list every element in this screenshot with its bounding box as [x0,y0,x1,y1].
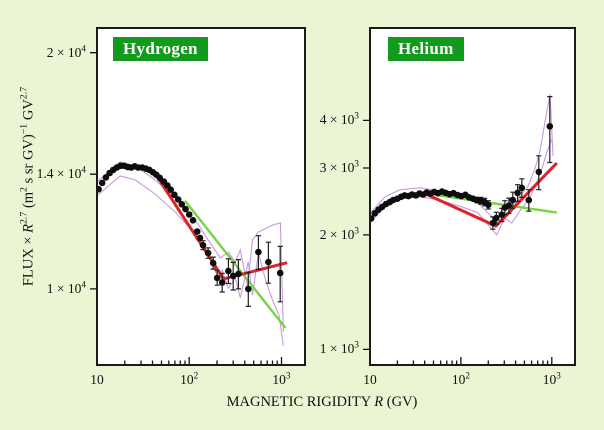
y-axis-label-units-1: (m [20,191,37,212]
data-point [167,186,174,193]
x-axis-label-prefix: MAGNETIC RIGIDITY [226,394,375,410]
data-point [171,191,178,199]
data-point [370,215,375,222]
data-point [493,214,500,222]
data-point [102,174,110,181]
y-tick-label: 1 × 104 [46,279,86,296]
extrapolation-line [184,200,287,329]
data-point [255,248,262,256]
data-point [245,285,252,293]
data-point [546,123,554,130]
data-point [514,189,521,197]
y-axis-label-inverse-exponent: −1 [18,123,30,135]
x-tick-label: 102 [451,370,470,387]
x-tick-label: 103 [542,370,561,387]
fit-line [155,175,288,281]
data-point [235,270,242,278]
y-axis-label-m-exponent: 2 [18,187,30,192]
y-tick-label: 3 × 103 [319,158,359,175]
x-tick-label: 10 [90,372,104,387]
data-point [199,241,207,249]
data-point [196,234,204,242]
y-axis-label-gv-exponent: 2.7 [18,86,30,100]
data-point [174,196,182,203]
data-point [225,267,232,275]
y-axis-label-flux: FLUX × [20,232,37,287]
panel-border [369,27,576,366]
panel-border [96,27,306,366]
y-axis-label-r-exponent: 2.7 [18,211,30,224]
uncertainty-band-lower [97,175,284,346]
x-tick-label: 10 [363,372,377,387]
x-tick-label: 102 [180,370,199,387]
x-axis-label-symbol: R [374,394,384,410]
extrapolation-line [434,193,557,214]
data-point [97,185,102,193]
data-point [525,196,533,204]
data-point [193,228,201,235]
data-point [98,179,106,187]
y-axis-label-gv: GV [20,99,37,124]
data-point [535,168,543,176]
uncertainty-band-upper [97,161,284,332]
data-point [182,205,189,213]
data-point [209,259,217,267]
data-point [204,249,212,257]
data-point [489,219,497,227]
data-point [218,279,226,286]
data-point [265,258,272,266]
data-point [485,201,492,209]
data-point [178,201,186,208]
data-point [498,211,506,218]
y-tick-label: 2 × 104 [46,43,86,60]
panel-title-helium: Helium [388,37,464,61]
y-tick-label: 1 × 103 [319,339,359,357]
x-tick-label: 103 [272,370,291,387]
y-tick-label: 1.4 × 104 [36,164,86,182]
x-axis-label: MAGNETIC RIGIDITY R (GV) [172,394,472,411]
y-tick-label: 2 × 103 [319,225,359,242]
data-point [189,217,197,224]
data-point [509,196,517,204]
y-tick-label: 4 × 103 [319,110,359,128]
data-point [213,274,221,282]
data-point [276,269,284,277]
data-point [518,184,526,192]
fit-line [424,162,558,228]
data-point [229,272,237,280]
panel-title-hydrogen: Hydrogen [113,37,208,61]
data-point [505,202,513,209]
x-axis-label-suffix: (GV) [383,394,418,410]
y-axis-label-r-symbol: R [20,223,37,233]
data-point [185,211,193,218]
